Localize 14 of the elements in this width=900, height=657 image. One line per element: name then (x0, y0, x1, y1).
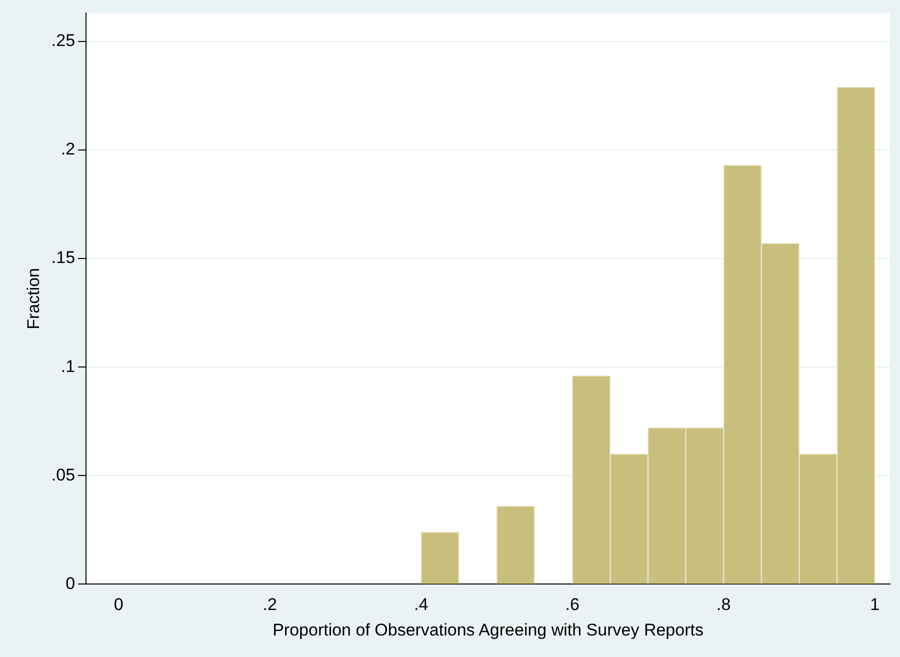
x-tick-label: 0 (114, 595, 124, 614)
y-tick-label: .25 (51, 31, 76, 50)
x-tick-label: .6 (565, 595, 580, 614)
y-tick-label: .05 (51, 465, 76, 484)
y-axis-title: Fraction (24, 268, 43, 330)
y-tick-label: .1 (60, 356, 76, 376)
y-tick-label: 0 (66, 574, 76, 593)
x-tick-label: .4 (414, 595, 428, 614)
y-tick-label: .15 (51, 248, 76, 268)
x-tick-label: .8 (716, 595, 731, 614)
x-axis-title: Proportion of Observations Agreeing with Survey Reports (272, 620, 704, 640)
x-tick-label: .2 (262, 595, 277, 614)
x-tick-label: 1 (870, 595, 880, 614)
y-tick-label: .2 (60, 140, 76, 159)
